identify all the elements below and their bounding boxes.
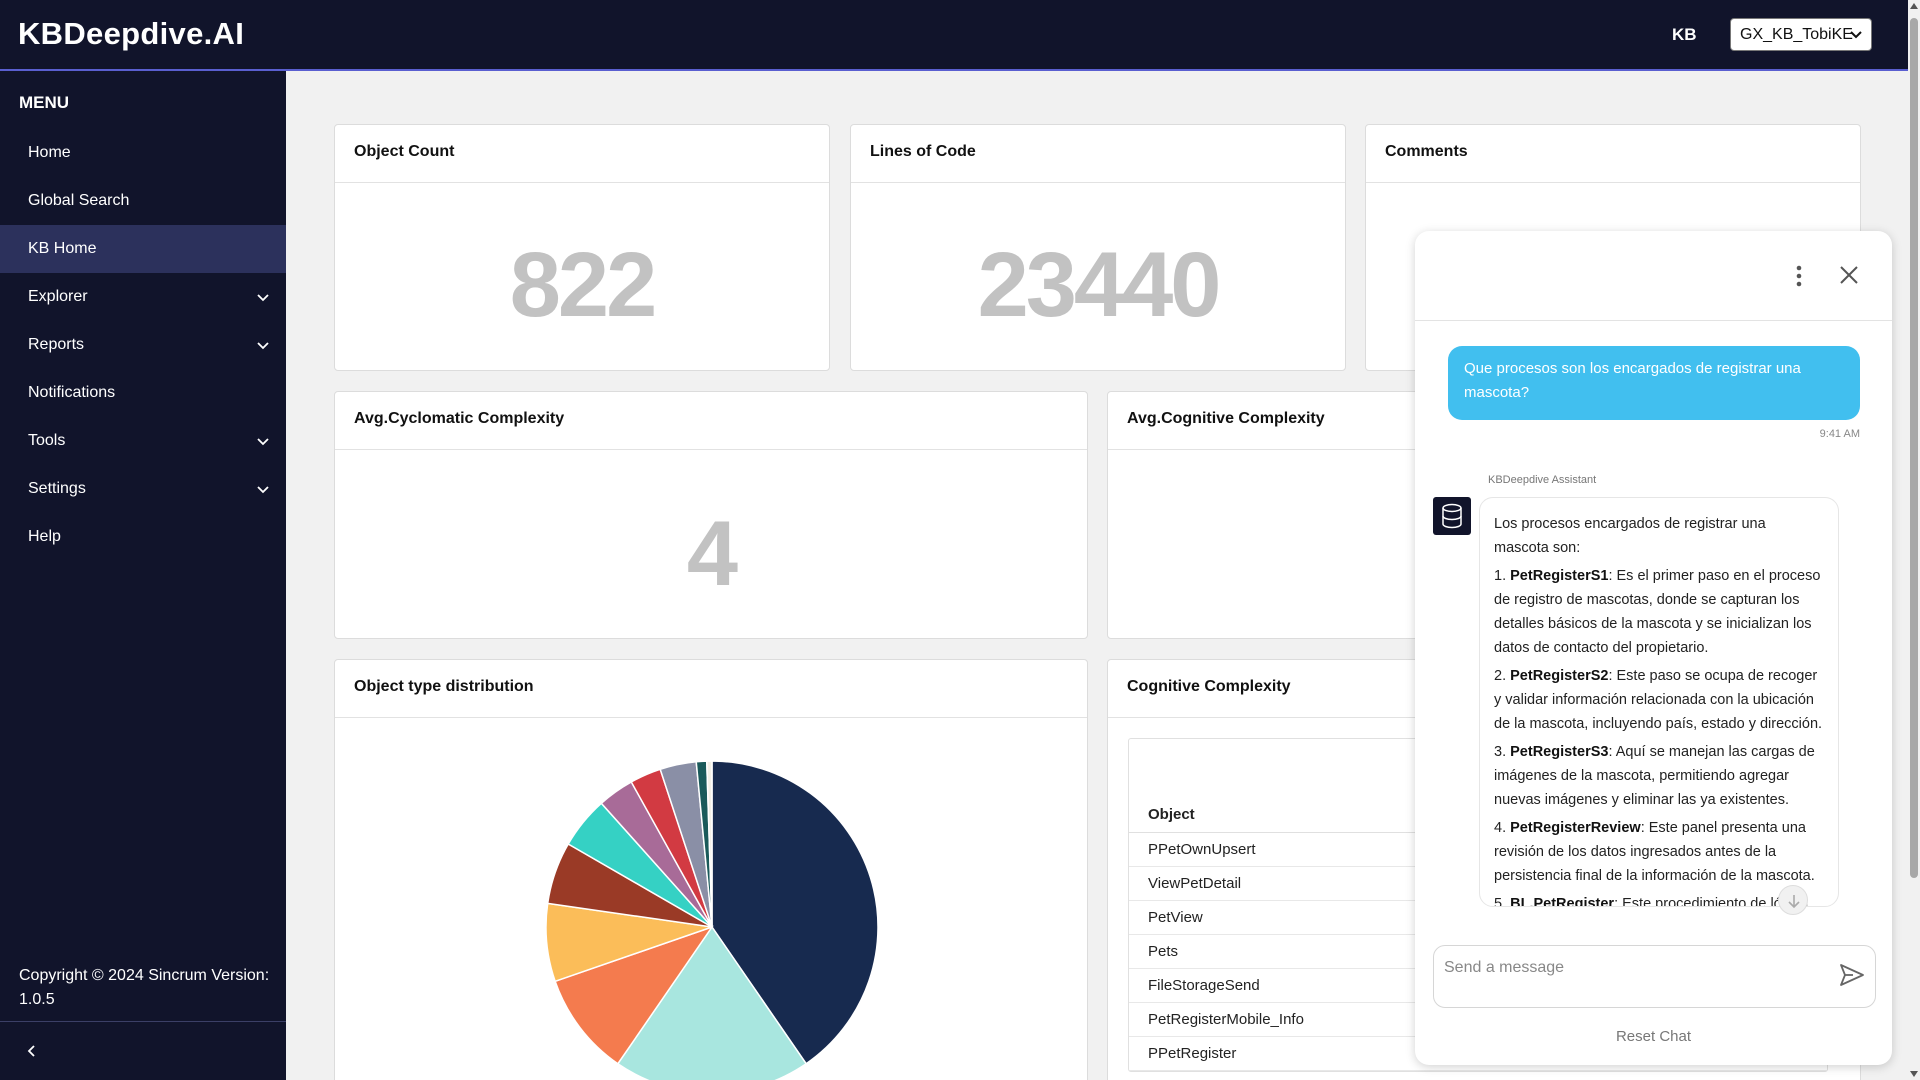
top-bar: KBDeepdive.AI KB GX_KB_TobiKE <box>0 0 1908 71</box>
database-icon <box>1442 503 1462 529</box>
sidebar-item-tools[interactable]: Tools <box>0 417 286 465</box>
sidebar-item-explorer[interactable]: Explorer <box>0 273 286 321</box>
step-process-name: PetRegisterS2 <box>1510 668 1609 684</box>
sidebar-item-label: Notifications <box>28 384 116 401</box>
object-type-distribution-card: Object type distribution <box>334 659 1088 1080</box>
chat-header <box>1415 231 1892 321</box>
copyright-text: Copyright © 2024 Sincrum Version: 1.0.5 <box>19 967 270 1008</box>
sidebar-divider <box>0 1021 286 1022</box>
chevron-left-icon[interactable] <box>24 1043 40 1059</box>
step-description: : Es el primer paso en el proceso de reg… <box>1494 568 1821 656</box>
card-title: Comments <box>1366 125 1860 183</box>
sidebar-item-notifications[interactable]: Notifications <box>0 369 286 417</box>
assistant-avatar <box>1433 497 1471 535</box>
step-description: : Este panel presenta una revisión de lo… <box>1494 820 1815 884</box>
user-initials[interactable]: KB <box>1672 25 1697 44</box>
assistant-step: 2. PetRegisterS2: Este paso se ocupa de … <box>1494 664 1824 736</box>
scroll-down-button[interactable] <box>1778 885 1808 915</box>
sidebar-item-global-search[interactable]: Global Search <box>0 177 286 225</box>
step-process-name: PetRegisterS1 <box>1510 568 1609 584</box>
app-brand[interactable]: KBDeepdive.AI <box>18 16 245 51</box>
sidebar: MENU Home Global Search KB Home Explorer Rep… <box>0 71 286 1080</box>
assistant-step: 3. PetRegisterS3: Aquí se manejan las ca… <box>1494 740 1824 812</box>
sidebar-item-label: Reports <box>28 336 85 353</box>
object-count-value: 822 <box>509 234 658 336</box>
user-message: Que procesos son los encargados de regis… <box>1448 346 1860 420</box>
message-input-box <box>1433 945 1876 1008</box>
column-header-object[interactable]: Object <box>1148 806 1195 823</box>
step-number: 4. <box>1494 820 1511 836</box>
card-title: Object Count <box>335 125 829 183</box>
card-title: Lines of Code <box>851 125 1345 183</box>
step-description: : Este procedimiento de lógica <box>1614 896 1809 907</box>
message-time: 9:41 AM <box>1819 428 1860 440</box>
sidebar-item-help[interactable]: Help <box>0 513 286 561</box>
object-count-card: Object Count 822 <box>334 124 830 371</box>
sidebar-item-label: Help <box>28 528 61 545</box>
step-process-name: PetRegisterS3 <box>1510 744 1609 760</box>
pie-slice-2[interactable] <box>616 925 808 1080</box>
scroll-up-arrow[interactable] <box>1910 3 1918 9</box>
assistant-step: 5. BL.PetRegister: Este procedimiento de… <box>1494 892 1824 907</box>
pie-slice-11[interactable] <box>705 760 713 928</box>
sidebar-item-label: KB Home <box>28 240 97 257</box>
message-input[interactable] <box>1444 956 1824 980</box>
table-row[interactable]: PPetRegister <box>1129 1037 1827 1071</box>
step-process-name: BL.PetRegister <box>1510 896 1615 907</box>
menu-title: MENU <box>19 93 70 112</box>
pie-chart <box>545 760 879 1080</box>
chat-panel: Que procesos son los encargados de regis… <box>1415 231 1892 1065</box>
step-number: 5. <box>1494 896 1511 907</box>
chevron-down-icon <box>257 438 269 446</box>
card-title: Object type distribution <box>335 660 1087 718</box>
chevron-down-icon <box>1850 31 1862 39</box>
sidebar-item-label: Explorer <box>28 288 88 305</box>
chevron-down-icon <box>257 342 269 350</box>
send-icon[interactable] <box>1839 962 1865 988</box>
more-options-icon[interactable] <box>1795 264 1803 288</box>
chevron-down-icon <box>257 486 269 494</box>
sidebar-item-settings[interactable]: Settings <box>0 465 286 513</box>
page-scrollbar[interactable] <box>1908 0 1920 1080</box>
close-icon[interactable] <box>1838 264 1860 286</box>
assistant-step: 4. PetRegisterReview: Este panel present… <box>1494 816 1824 888</box>
lines-of-code-card: Lines of Code 23440 <box>850 124 1346 371</box>
step-number: 2. <box>1494 668 1511 684</box>
arrow-down-icon <box>1788 895 1800 909</box>
assistant-name: KBDeepdive Assistant <box>1488 474 1597 486</box>
sidebar-item-label: Home <box>28 144 71 161</box>
card-title: Avg.Cyclomatic Complexity <box>335 392 1087 450</box>
reset-chat-button[interactable]: Reset Chat <box>1615 1028 1692 1045</box>
pie-slice-1[interactable] <box>711 760 879 1065</box>
pie-slice-3[interactable] <box>554 925 714 1065</box>
sidebar-item-label: Tools <box>28 432 66 449</box>
avg-cyclomatic-card: Avg.Cyclomatic Complexity 4 <box>334 391 1088 639</box>
assistant-message: Los procesos encargados de registrar una… <box>1479 497 1839 907</box>
sidebar-item-label: Settings <box>28 480 86 497</box>
assistant-intro: Los procesos encargados de registrar una… <box>1494 516 1766 556</box>
step-number: 1. <box>1494 568 1511 584</box>
scrollbar-thumb[interactable] <box>1910 18 1918 878</box>
sidebar-item-label: Global Search <box>28 192 130 209</box>
step-description: : Aquí se manejan las cargas de imágenes… <box>1494 744 1815 808</box>
step-process-name: PetRegisterReview <box>1510 820 1641 836</box>
scroll-down-arrow[interactable] <box>1910 1071 1918 1077</box>
avg-cyclomatic-value: 4 <box>686 503 738 605</box>
kb-selected-value: GX_KB_TobiKE <box>1740 26 1853 43</box>
lines-of-code-value: 23440 <box>977 234 1222 336</box>
chevron-down-icon <box>257 294 269 302</box>
kb-selector[interactable]: GX_KB_TobiKE <box>1730 18 1872 51</box>
assistant-step: 1. PetRegisterS1: Es el primer paso en e… <box>1494 564 1824 660</box>
sidebar-item-kb-home[interactable]: KB Home <box>0 225 286 273</box>
step-number: 3. <box>1494 744 1511 760</box>
step-description: : Este paso se ocupa de recoger y valida… <box>1494 668 1823 732</box>
sidebar-item-home[interactable]: Home <box>0 129 286 177</box>
sidebar-nav: Home Global Search KB Home Explorer Reports N… <box>0 129 286 561</box>
sidebar-item-reports[interactable]: Reports <box>0 321 286 369</box>
